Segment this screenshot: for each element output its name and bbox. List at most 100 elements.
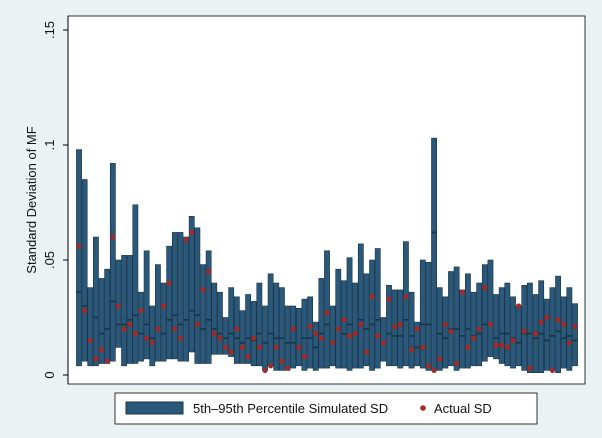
- actual-sd-point: [104, 358, 110, 364]
- actual-sd-point: [572, 324, 578, 330]
- percentile-bar: [329, 305, 336, 367]
- actual-sd-point: [408, 347, 415, 353]
- actual-sd-point: [555, 317, 561, 323]
- percentile-bar: [211, 282, 218, 355]
- actual-sd-point: [482, 285, 488, 291]
- actual-sd-point: [386, 296, 392, 302]
- percentile-bar: [510, 296, 516, 369]
- actual-sd-point: [239, 344, 246, 350]
- percentile-bar: [262, 305, 268, 371]
- actual-sd-point: [470, 335, 477, 341]
- actual-sd-point: [442, 321, 448, 327]
- actual-sd-point: [335, 326, 341, 332]
- actual-sd-point: [262, 367, 268, 373]
- percentile-bar: [301, 298, 308, 371]
- percentile-bar: [222, 317, 229, 355]
- percentile-bar: [143, 250, 150, 360]
- actual-sd-point: [425, 363, 432, 369]
- actual-sd-point: [256, 344, 262, 350]
- actual-sd-point: [549, 367, 556, 373]
- percentile-bar: [386, 284, 392, 367]
- actual-sd-point: [487, 321, 494, 327]
- percentile-bar: [436, 287, 443, 371]
- y-tick-label: .1: [42, 140, 57, 151]
- actual-sd-point: [194, 321, 200, 327]
- percentile-bar: [335, 268, 342, 369]
- percentile-bar: [369, 259, 375, 371]
- actual-sd-point: [363, 349, 370, 355]
- percentile-bar: [295, 307, 302, 367]
- percentile-bar: [166, 245, 173, 360]
- actual-sd-point: [392, 324, 398, 330]
- percentile-bar: [549, 287, 556, 371]
- percentile-bar: [470, 291, 477, 367]
- percentile-bar: [397, 289, 404, 369]
- actual-sd-dots: [76, 229, 578, 373]
- actual-sd-point: [296, 344, 302, 350]
- actual-sd-point: [330, 340, 336, 346]
- y-tick-label: .05: [42, 251, 57, 269]
- percentile-bars: [76, 137, 578, 374]
- legend-label-actual: Actual SD: [434, 401, 492, 416]
- actual-sd-point: [380, 340, 386, 346]
- percentile-bar: [487, 259, 494, 357]
- percentile-bar: [267, 273, 274, 367]
- actual-sd-point: [284, 365, 291, 371]
- percentile-bar: [538, 280, 545, 374]
- percentile-bar: [363, 273, 370, 367]
- actual-sd-point: [454, 360, 460, 367]
- actual-sd-point: [93, 356, 99, 362]
- y-tick-label: .15: [42, 21, 57, 39]
- actual-sd-point: [279, 358, 285, 364]
- actual-sd-point: [200, 287, 206, 293]
- actual-sd-point: [160, 303, 167, 309]
- percentile-bar: [155, 264, 161, 362]
- percentile-bar: [307, 296, 313, 369]
- actual-sd-point: [358, 321, 364, 327]
- legend-box: [114, 392, 538, 425]
- actual-sd-point: [87, 337, 93, 344]
- percentile-bar: [149, 305, 156, 367]
- actual-sd-point: [206, 268, 212, 275]
- percentile-bar: [256, 282, 263, 367]
- actual-sd-point: [307, 324, 313, 330]
- actual-sd-point: [172, 326, 178, 332]
- percentile-bar: [217, 291, 223, 355]
- percentile-bar: [515, 305, 522, 367]
- percentile-bar: [81, 179, 88, 362]
- actual-sd-point: [459, 289, 465, 295]
- percentile-bar: [419, 259, 426, 369]
- actual-sd-point: [369, 294, 375, 300]
- actual-sd-point: [222, 344, 229, 350]
- actual-sd-point: [448, 328, 454, 334]
- actual-sd-point: [121, 326, 127, 332]
- actual-sd-point: [301, 354, 308, 360]
- actual-sd-point: [566, 340, 572, 346]
- percentile-bar: [352, 282, 359, 369]
- actual-sd-point: [149, 340, 155, 346]
- actual-sd-point: [318, 335, 324, 341]
- actual-sd-point: [273, 344, 279, 350]
- actual-sd-point: [268, 363, 274, 369]
- percentile-bar: [403, 241, 409, 367]
- actual-sd-point: [510, 337, 516, 344]
- percentile-bar: [408, 291, 415, 369]
- legend-label-percentile: 5th–95th Percentile Simulated SD: [193, 401, 388, 416]
- actual-sd-point: [98, 347, 105, 353]
- percentile-bar: [87, 287, 94, 367]
- actual-sd-point: [177, 335, 184, 341]
- percentile-bar: [357, 243, 364, 369]
- percentile-bar: [194, 227, 201, 364]
- percentile-bar: [476, 282, 483, 367]
- percentile-bar: [284, 305, 291, 371]
- percentile-bar: [493, 294, 499, 360]
- actual-sd-point: [211, 331, 217, 337]
- percentile-bar: [290, 305, 297, 369]
- actual-sd-point: [228, 349, 234, 355]
- actual-sd-point: [476, 326, 482, 332]
- actual-sd-point: [245, 354, 251, 360]
- legend-dot-swatch: [420, 405, 426, 411]
- actual-sd-point: [499, 342, 505, 348]
- percentile-bar: [188, 216, 195, 353]
